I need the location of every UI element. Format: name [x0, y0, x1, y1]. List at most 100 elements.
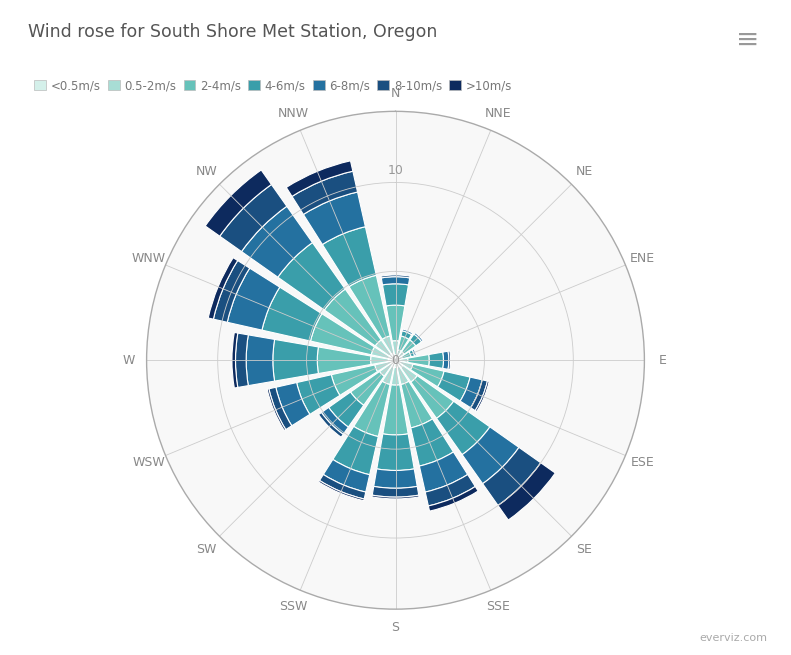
Bar	[220, 185, 287, 252]
Bar	[402, 329, 413, 335]
Bar	[398, 352, 404, 358]
Bar	[372, 495, 419, 499]
Bar	[246, 335, 274, 386]
Bar	[392, 353, 396, 360]
Bar	[354, 381, 390, 437]
Bar	[475, 381, 489, 411]
Bar	[400, 362, 413, 369]
Bar	[426, 474, 475, 506]
Bar	[395, 355, 396, 360]
Bar	[324, 459, 369, 492]
Bar	[286, 161, 353, 196]
Text: everviz.com: everviz.com	[699, 633, 767, 643]
Text: Wind rose for South Shore Met Station, Oregon: Wind rose for South Shore Met Station, O…	[28, 23, 437, 41]
Bar	[412, 349, 416, 356]
Bar	[324, 289, 381, 346]
Bar	[375, 340, 392, 356]
Bar	[373, 469, 418, 488]
Bar	[350, 371, 384, 405]
Bar	[396, 360, 401, 363]
Bar	[267, 389, 286, 430]
Bar	[276, 383, 310, 426]
Bar	[399, 358, 408, 362]
Bar	[375, 362, 391, 371]
Bar	[410, 334, 422, 346]
Bar	[319, 481, 364, 500]
Bar	[429, 352, 444, 368]
Bar	[349, 275, 390, 339]
Bar	[371, 347, 389, 359]
Bar	[381, 276, 410, 285]
Bar	[398, 336, 409, 351]
Bar	[383, 384, 408, 435]
Bar	[383, 284, 408, 306]
Bar	[411, 364, 444, 387]
Bar	[382, 366, 394, 384]
Bar	[292, 171, 358, 214]
Bar	[390, 360, 396, 363]
Bar	[402, 340, 416, 354]
Bar	[297, 375, 340, 415]
Bar	[311, 314, 374, 355]
Bar	[396, 360, 403, 367]
Bar	[392, 341, 399, 355]
Legend: <0.5m/s, 0.5-2m/s, 2-4m/s, 4-6m/s, 6-8m/s, 8-10m/s, >10m/s: <0.5m/s, 0.5-2m/s, 2-4m/s, 4-6m/s, 6-8m/…	[29, 75, 517, 97]
Bar	[448, 351, 451, 369]
Text: 10: 10	[388, 164, 403, 177]
Bar	[401, 381, 433, 428]
Bar	[331, 365, 377, 396]
Bar	[392, 367, 399, 385]
Bar	[232, 333, 238, 388]
Bar	[205, 170, 271, 236]
Bar	[214, 261, 250, 322]
Bar	[317, 347, 371, 373]
Bar	[329, 392, 364, 427]
Bar	[483, 447, 541, 506]
Bar	[227, 268, 280, 330]
Bar	[371, 356, 388, 364]
Bar	[323, 227, 377, 287]
Bar	[320, 474, 365, 499]
Bar	[241, 206, 312, 277]
Bar	[391, 360, 396, 365]
Bar	[208, 257, 237, 319]
Bar	[394, 360, 397, 367]
Bar	[419, 452, 467, 492]
Bar	[471, 380, 487, 411]
Bar	[321, 407, 348, 434]
Bar	[396, 357, 397, 360]
Bar	[437, 402, 490, 455]
Bar	[429, 487, 478, 511]
Bar	[278, 242, 345, 310]
Bar	[414, 333, 423, 342]
Bar	[460, 377, 483, 407]
Bar	[269, 387, 292, 430]
Bar	[392, 360, 396, 367]
Text: ≡: ≡	[736, 26, 759, 54]
Bar	[319, 413, 343, 438]
Bar	[386, 305, 405, 341]
Bar	[262, 287, 322, 341]
Bar	[397, 366, 409, 384]
Bar	[411, 419, 453, 466]
Bar	[380, 364, 392, 376]
Bar	[390, 354, 396, 360]
Bar	[381, 275, 410, 278]
Bar	[397, 356, 403, 360]
Bar	[498, 463, 555, 520]
Bar	[388, 356, 396, 360]
Bar	[388, 359, 396, 362]
Bar	[401, 331, 411, 339]
Bar	[396, 350, 401, 357]
Bar	[396, 360, 399, 361]
Bar	[400, 365, 418, 382]
Text: 0: 0	[392, 354, 399, 367]
Bar	[408, 354, 430, 366]
Bar	[437, 371, 470, 401]
Bar	[304, 192, 365, 244]
Bar	[411, 375, 453, 419]
Bar	[236, 333, 248, 388]
Bar	[396, 360, 399, 367]
Bar	[396, 358, 399, 360]
Bar	[382, 336, 394, 354]
